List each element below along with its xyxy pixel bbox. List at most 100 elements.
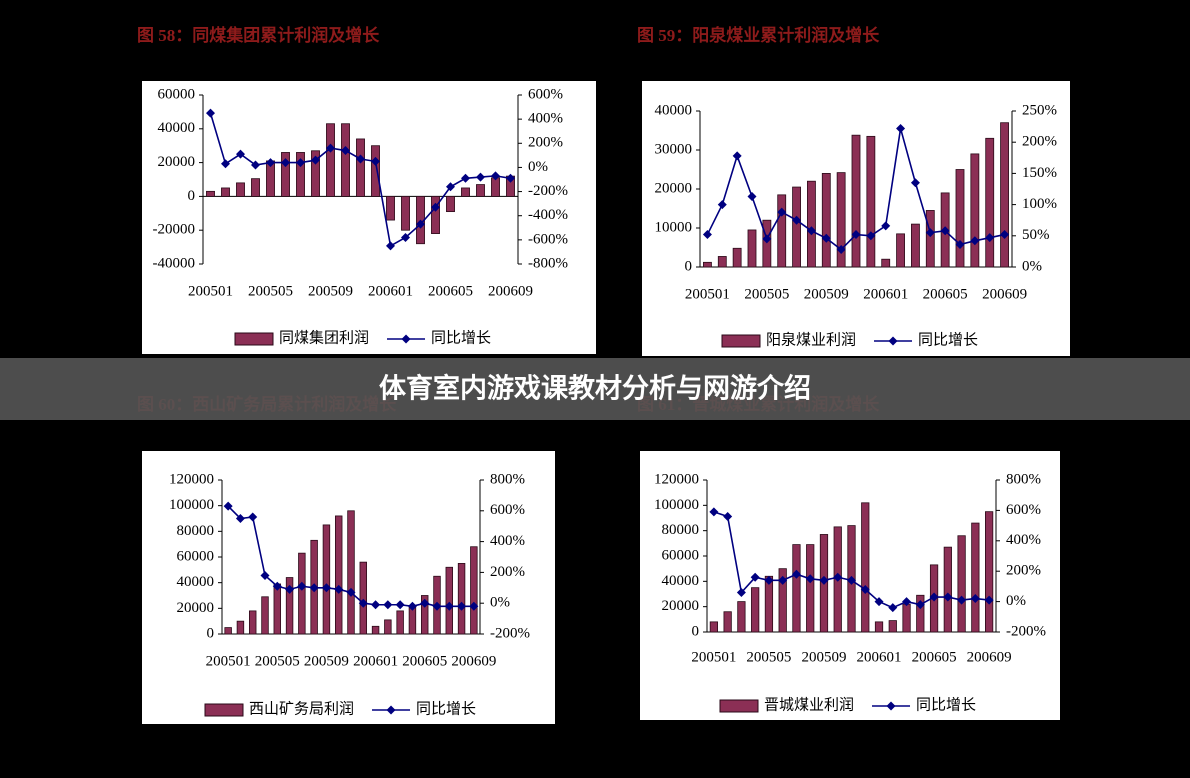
line-marker <box>821 233 831 243</box>
x-tick-label: 200605 <box>402 653 447 669</box>
legend-label: 同比增长 <box>916 696 976 713</box>
y-tick-label: 40000 <box>158 120 196 136</box>
y-tick-label: 60000 <box>177 548 215 564</box>
x-tick-label: 200501 <box>188 283 233 299</box>
y-tick-label: -40000 <box>153 255 196 271</box>
y2-tick-label: 200% <box>528 135 563 151</box>
y2-tick-label: -200% <box>490 625 530 641</box>
line-marker <box>777 207 787 217</box>
bar <box>470 546 478 635</box>
line-marker <box>915 600 925 610</box>
line-marker <box>888 603 898 613</box>
line-marker <box>309 583 319 593</box>
bar <box>861 502 870 633</box>
line-marker <box>805 574 815 584</box>
bar <box>431 195 440 234</box>
line-marker <box>764 575 774 585</box>
bar <box>866 135 876 268</box>
line-marker <box>836 245 846 255</box>
legend-swatch <box>204 703 244 717</box>
y-tick-label: 20000 <box>662 598 700 614</box>
y2-tick-label: 250% <box>1022 102 1057 118</box>
y2-tick-label: 600% <box>490 502 525 518</box>
line-marker <box>709 507 719 517</box>
line-marker <box>386 241 395 251</box>
bar <box>347 510 355 635</box>
bar <box>821 172 831 268</box>
line-marker <box>371 156 380 166</box>
x-tick-label: 200601 <box>353 653 398 669</box>
bar <box>836 172 846 268</box>
y-tick-label: 80000 <box>177 523 215 539</box>
bar <box>737 601 746 633</box>
bar <box>285 577 294 635</box>
y-tick-label: 10000 <box>655 219 693 235</box>
line-marker <box>341 146 350 156</box>
bar <box>851 134 861 268</box>
line-marker <box>346 587 356 597</box>
bar <box>985 511 994 633</box>
y-tick-label: 80000 <box>662 522 700 538</box>
line-marker <box>943 592 953 602</box>
line-marker <box>833 572 843 582</box>
line-marker <box>334 584 344 594</box>
bar <box>751 587 760 633</box>
legend-label: 同比增长 <box>431 329 491 346</box>
x-tick-label: 200609 <box>982 286 1027 302</box>
line-marker <box>469 601 479 611</box>
legend-marker <box>401 334 411 344</box>
line-marker <box>957 595 967 605</box>
line-marker <box>851 230 861 240</box>
line-marker <box>326 143 335 153</box>
y2-tick-label: 600% <box>528 86 563 102</box>
chart-title: 图 59：阳泉煤业累计利润及增长 <box>637 25 880 45</box>
line-marker <box>702 230 712 240</box>
bar <box>206 190 215 197</box>
line-marker <box>321 583 331 593</box>
line-marker <box>446 182 455 192</box>
x-tick-label: 200609 <box>451 653 496 669</box>
bar <box>296 152 305 197</box>
line-marker <box>401 232 410 242</box>
bar <box>762 219 772 268</box>
legend-swatch <box>234 332 274 346</box>
y-tick-label: 60000 <box>158 86 196 102</box>
line-marker <box>778 575 788 585</box>
bar <box>457 563 466 635</box>
bar <box>298 552 306 635</box>
bar <box>334 515 343 635</box>
charts: 图 58：同煤集团累计利润及增长 -40000 -20000 0 20000 40000 6… <box>137 25 1057 718</box>
bar <box>476 184 485 197</box>
line-marker <box>806 226 816 236</box>
y2-tick-label: 800% <box>1006 471 1041 487</box>
line-marker <box>358 598 368 608</box>
line-marker <box>736 587 746 597</box>
line-marker <box>723 511 733 521</box>
y2-tick-label: 200% <box>1022 134 1057 150</box>
bar <box>717 256 727 268</box>
x-tick-label: 200505 <box>255 653 300 669</box>
line-marker <box>311 155 320 165</box>
line-marker <box>248 512 258 522</box>
x-tick-label: 200601 <box>368 283 413 299</box>
line-marker <box>457 601 467 611</box>
x-tick-label: 200601 <box>857 649 902 665</box>
legend-label: 同比增长 <box>918 331 978 348</box>
x-tick-label: 200509 <box>304 653 349 669</box>
y2-tick-label: 0% <box>1006 593 1026 609</box>
line-marker <box>206 108 215 118</box>
legend-label: 同比增长 <box>416 700 476 717</box>
line-marker <box>266 158 275 168</box>
line-marker <box>970 594 980 604</box>
line-marker <box>223 501 233 511</box>
line-marker <box>432 601 442 611</box>
bar <box>221 187 230 197</box>
bar <box>236 620 245 635</box>
line-marker <box>371 600 381 610</box>
y-tick-label: 30000 <box>655 141 693 157</box>
line-marker <box>847 575 856 585</box>
bar <box>792 186 801 268</box>
bar <box>224 627 232 635</box>
legend-swatch <box>719 699 759 713</box>
